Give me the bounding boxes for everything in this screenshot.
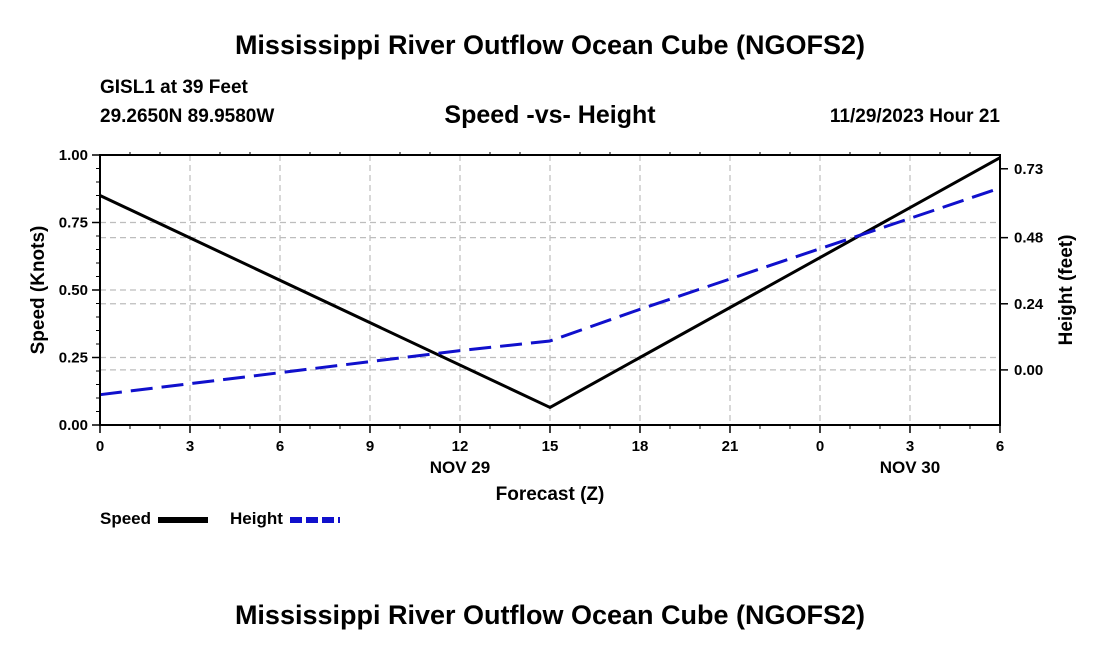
legend-speed-label: Speed xyxy=(100,509,152,528)
forecast-datetime: 11/29/2023 Hour 21 xyxy=(829,106,1000,127)
legend-height-swatch xyxy=(289,516,340,523)
y-tick-label: 0.00 xyxy=(59,417,88,434)
x-tick-label: 3 xyxy=(906,438,914,455)
plot-subtitle: Speed -vs- Height xyxy=(444,101,656,129)
x-tick-label: 12 xyxy=(452,438,469,455)
x-axis-label: Forecast (Z) xyxy=(496,484,605,505)
y-tick-label: 0.25 xyxy=(59,350,88,367)
legend-speed-swatch xyxy=(157,516,208,523)
page-title: Mississippi River Outflow Ocean Cube (NG… xyxy=(234,30,866,60)
y2-axis-label: Height (feet) xyxy=(1056,235,1077,346)
legend-height-label: Height xyxy=(230,509,283,528)
station-coords: 29.2650N 89.9580W xyxy=(100,106,275,127)
y-axis-label: Speed (Knots) xyxy=(28,226,49,355)
x-tick-label: 3 xyxy=(186,438,194,455)
station-name: GISL1 at 39 Feet xyxy=(100,77,248,98)
x-date-label: NOV 29 xyxy=(430,458,490,477)
tick-layer: 0 3 6 9 12 15 18 21 0 3 6 NOV 29 NOV 30 0.00 0.25 0.50 0… xyxy=(59,147,1044,477)
plot-frame xyxy=(99,154,1001,426)
legend-speed: Speed xyxy=(100,509,210,529)
y-tick-label: 0.75 xyxy=(59,215,88,232)
x-tick-label: 9 xyxy=(366,438,374,455)
x-tick-label: 0 xyxy=(816,438,824,455)
x-tick-label: 15 xyxy=(542,438,559,455)
y2-tick-label: 0.24 xyxy=(1014,296,1044,313)
x-tick-label: 0 xyxy=(96,438,104,455)
x-tick-label: 21 xyxy=(722,438,739,455)
y-tick-label: 0.50 xyxy=(59,282,88,299)
y-tick-label: 1.00 xyxy=(59,147,88,164)
x-tick-label: 6 xyxy=(276,438,284,455)
x-date-label: NOV 30 xyxy=(880,458,940,477)
x-tick-label: 18 xyxy=(632,438,649,455)
legend-height: Height xyxy=(230,509,342,529)
x-tick-label: 6 xyxy=(996,438,1004,455)
page-title-repeat: Mississippi River Outflow Ocean Cube (NG… xyxy=(234,600,866,630)
y2-tick-label: 0.73 xyxy=(1014,161,1043,178)
grid-layer xyxy=(100,155,1000,425)
y2-tick-label: 0.00 xyxy=(1014,362,1043,379)
y2-tick-label: 0.48 xyxy=(1014,230,1043,247)
